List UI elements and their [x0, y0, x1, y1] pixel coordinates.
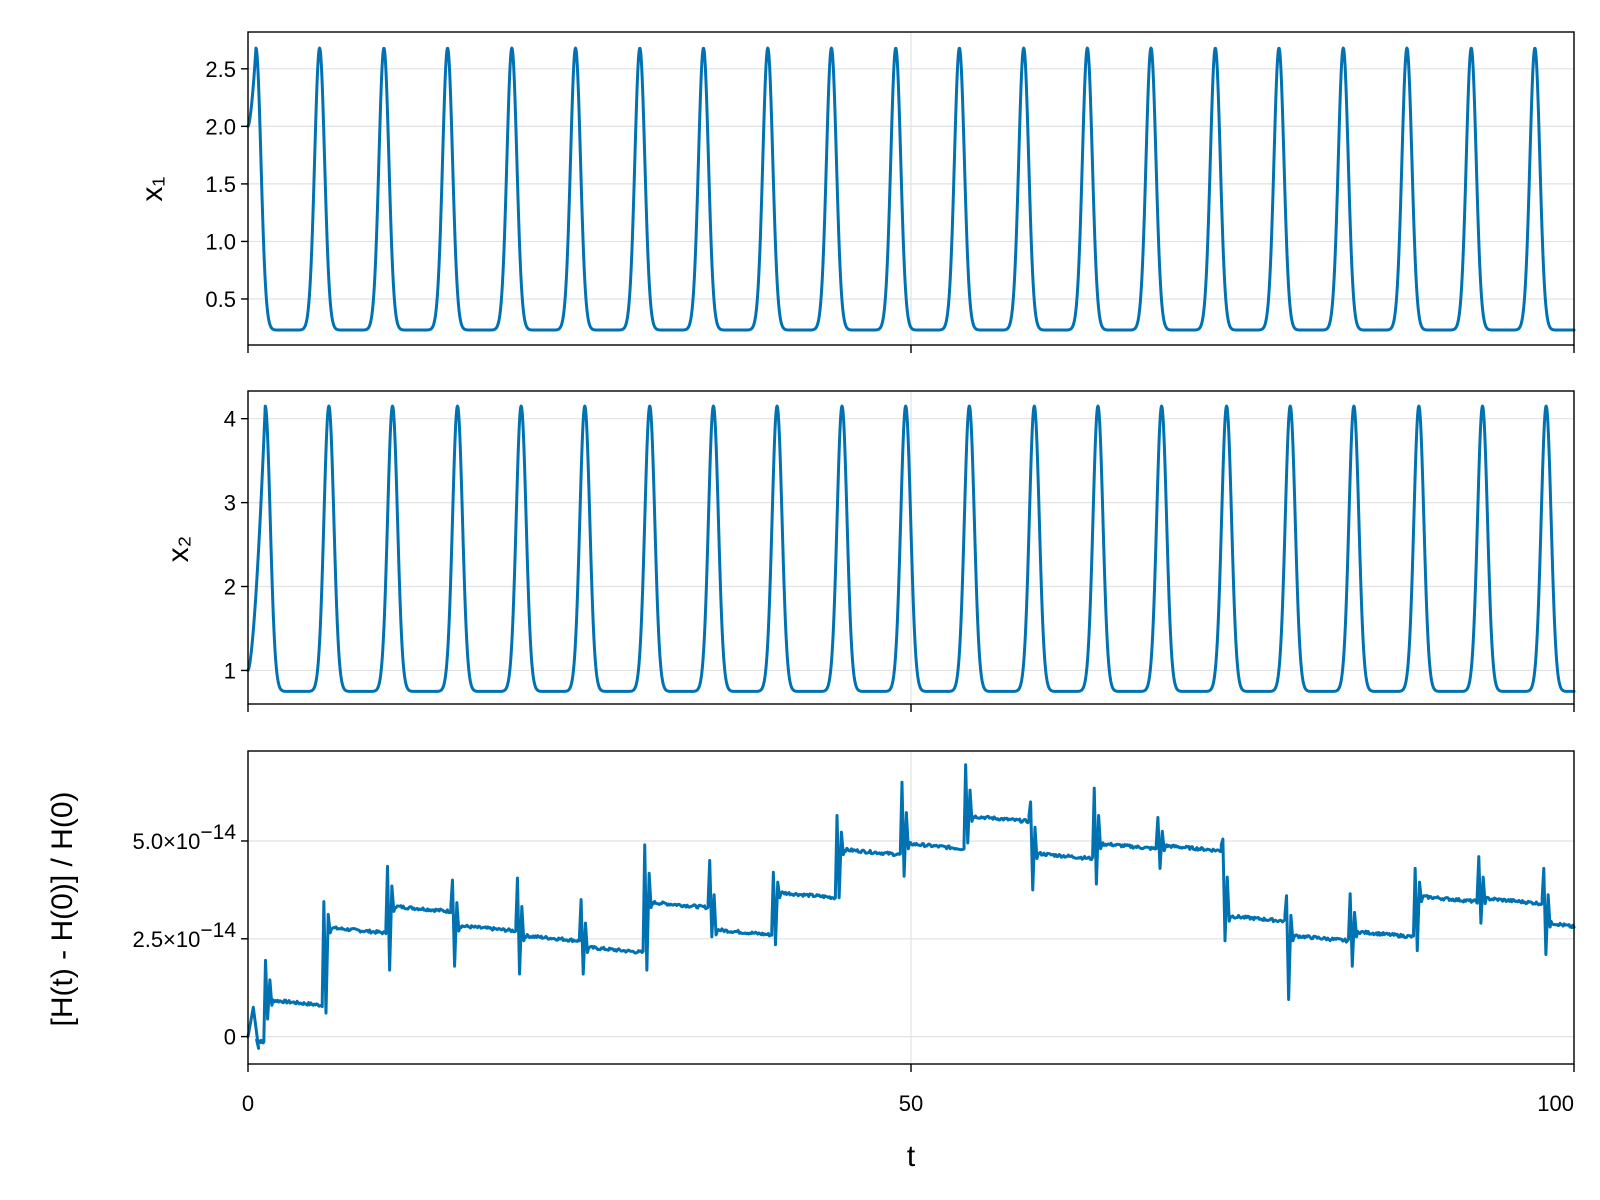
y-tick-label: 1.0 — [205, 229, 236, 254]
y-tick-label: 3 — [224, 491, 236, 516]
y-axis-label-energy: [H(t) - H(0)] / H(0) — [46, 792, 79, 1027]
y-tick-label: 1.5 — [205, 172, 236, 197]
panel-energy-error: 0 2.5×10−14 5.0×10−14 — [132, 750, 1576, 1072]
y-tick-label: 2.5 — [205, 57, 236, 82]
y-tick-label: 2.5×10−14 — [132, 919, 236, 952]
x-tick-label-100: 100 — [1537, 1091, 1574, 1116]
y-tick-label: 0.5 — [205, 287, 236, 312]
y-axis-label-x2: x₂ — [162, 536, 195, 563]
series-line — [246, 404, 1576, 693]
y-axis-label-x1: x₁ — [136, 176, 169, 201]
y-tick-label: 4 — [224, 407, 236, 432]
y-tick-label: 2 — [224, 575, 236, 600]
panel-x2: 1 2 3 4 — [224, 390, 1576, 712]
panel-x1: 0.5 1.0 1.5 2.0 2.5 — [205, 31, 1576, 353]
x-tick-label-50: 50 — [899, 1091, 923, 1116]
series-line — [246, 46, 1576, 332]
x-axis-label: t — [907, 1140, 916, 1173]
y-tick-label: 0 — [224, 1025, 236, 1050]
y-tick-label: 2.0 — [205, 114, 236, 139]
y-tick-label: 1 — [224, 658, 236, 683]
y-tick-label: 5.0×10−14 — [132, 821, 236, 854]
x-tick-label-0: 0 — [242, 1091, 254, 1116]
series-line — [246, 763, 1576, 1050]
